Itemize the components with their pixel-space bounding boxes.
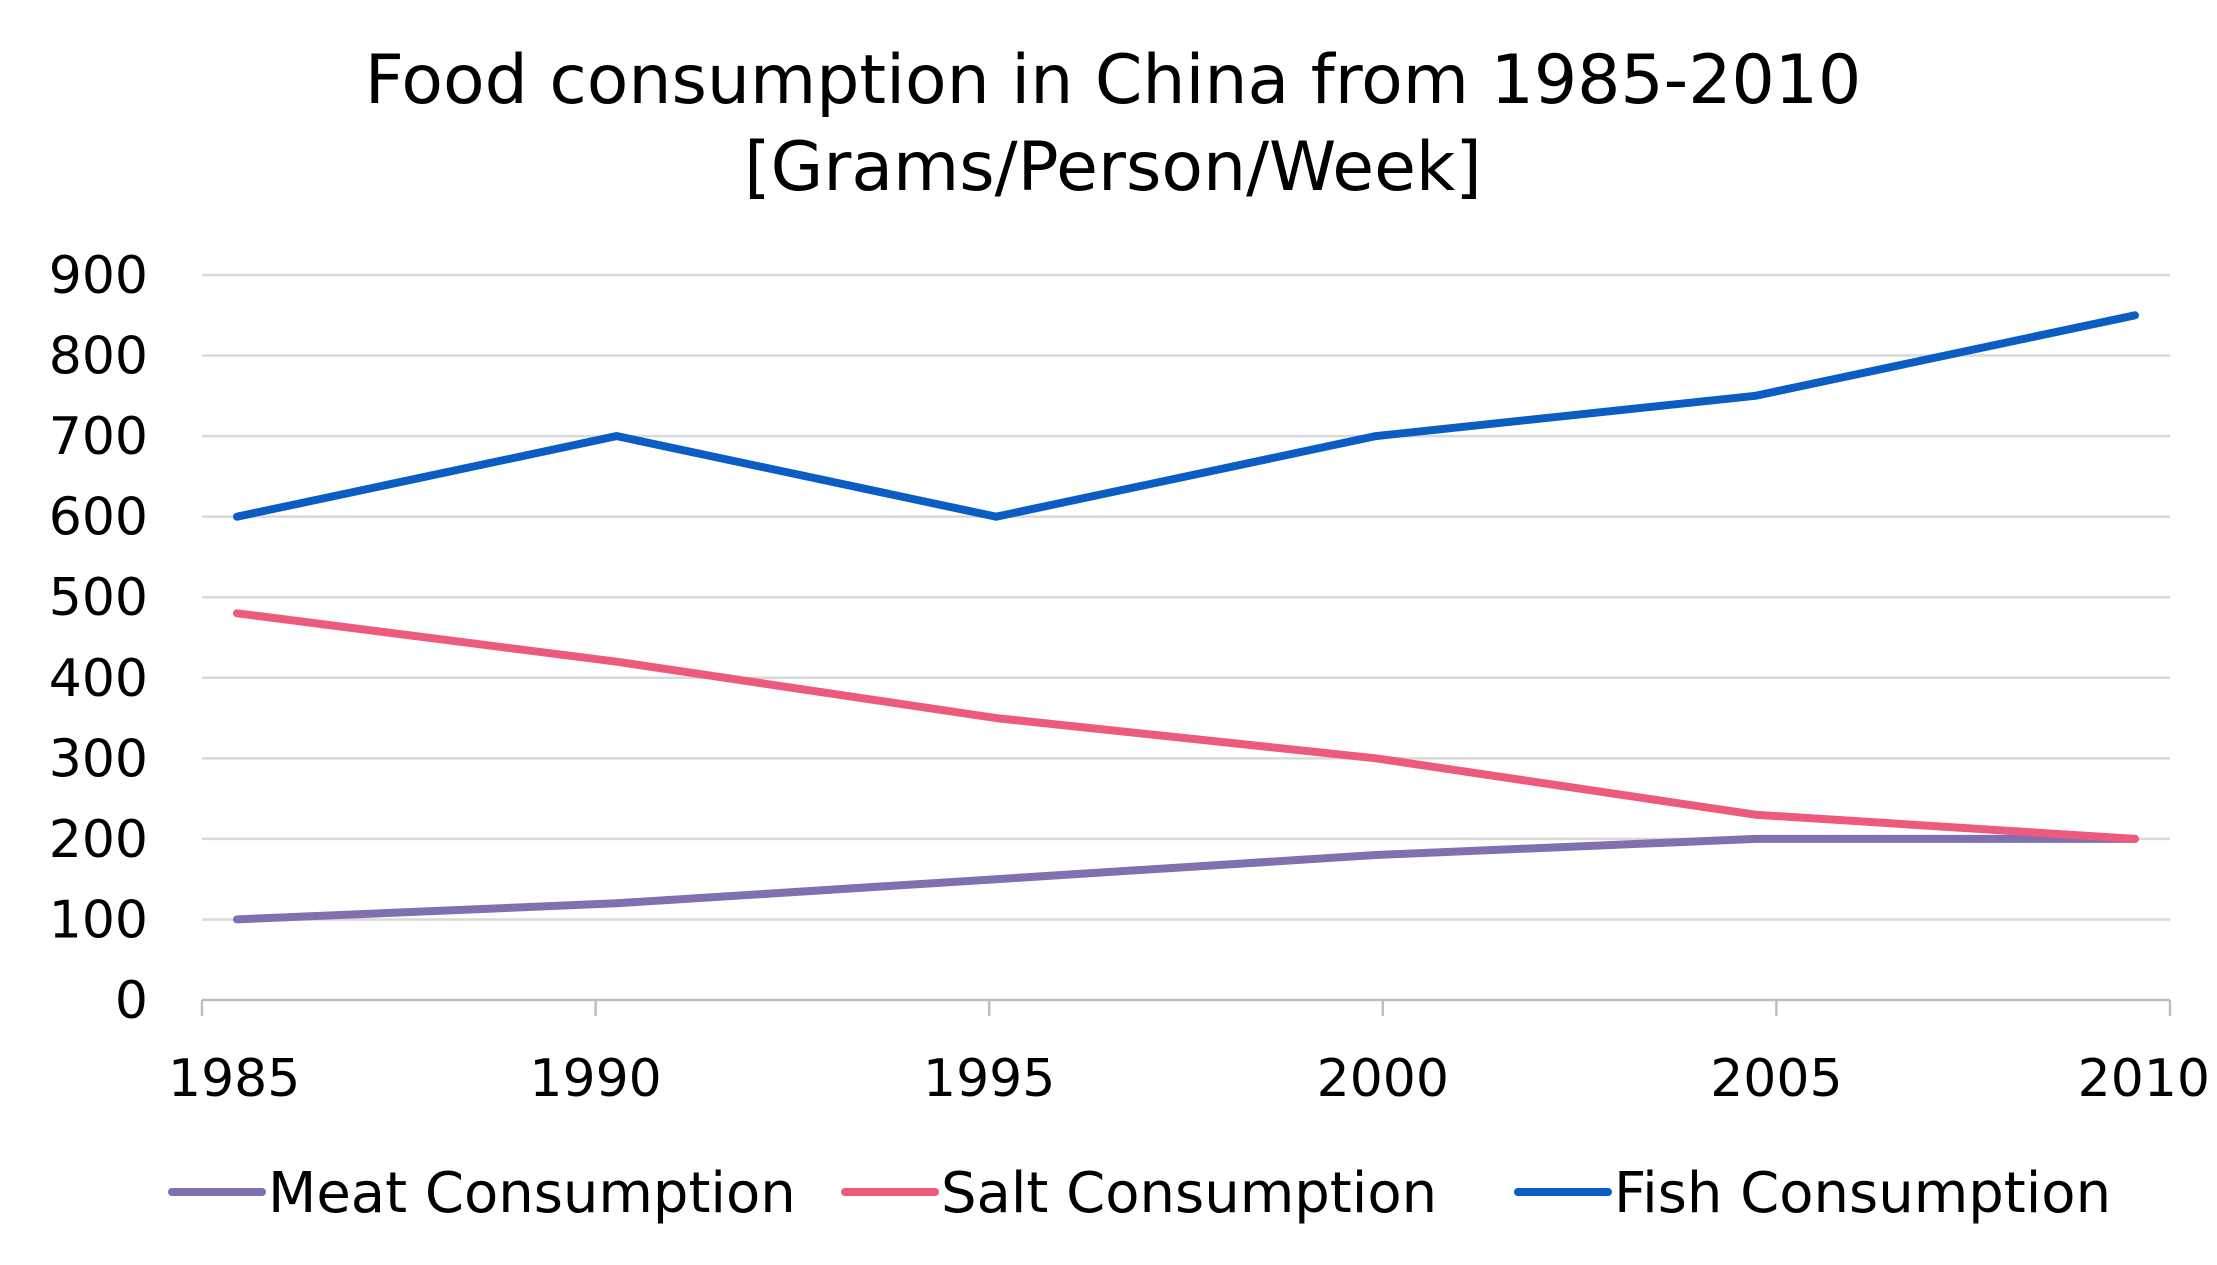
meat-consumption-line — [233, 834, 2139, 924]
legend-item-salt-consumption: Salt Consumption — [841, 1161, 1437, 1226]
y-tick-label: 300 — [49, 729, 148, 789]
x-tick-label: 2000 — [1317, 1049, 1449, 1109]
legend-label: Salt Consumption — [941, 1161, 1437, 1226]
fish-consumption-point — [2132, 312, 2138, 319]
y-axis-tick-labels: 0 100 200 300 400 500 600 700 800 900 — [49, 246, 148, 1031]
salt-consumption-point — [1372, 755, 1379, 762]
chart-title: Food consumption in China from 1985-2010 — [365, 41, 1862, 120]
salt-consumption-series — [233, 609, 2139, 843]
fish-consumption-series — [233, 311, 2139, 521]
legend-item-meat-consumption: Meat Consumption — [168, 1161, 796, 1226]
series-lines — [233, 311, 2139, 924]
legend: Meat Consumption Salt Consumption Fish Con… — [168, 1161, 2111, 1226]
x-tick-label: 1995 — [923, 1049, 1055, 1109]
x-axis-tick-labels: 1985 1990 1995 2000 2005 2010 — [168, 1049, 2210, 1109]
y-tick-label: 800 — [49, 327, 148, 387]
salt-consumption-point — [1752, 811, 1759, 818]
salt-consumption-point — [993, 715, 1000, 722]
y-tick-label: 200 — [49, 810, 148, 870]
x-tick-label: 2010 — [2078, 1049, 2210, 1109]
fish-consumption-point — [1752, 392, 1759, 399]
fish-consumption-point — [1372, 433, 1379, 440]
legend-label: Fish Consumption — [1614, 1161, 2111, 1226]
y-tick-label: 0 — [115, 971, 148, 1031]
legend-label: Meat Consumption — [268, 1161, 796, 1226]
y-tick-label: 700 — [49, 407, 148, 467]
fish-consumption-point — [993, 513, 1000, 520]
meat-consumption-point — [1752, 835, 1759, 842]
meat-consumption-point — [613, 900, 620, 907]
meat-consumption-point — [234, 916, 240, 923]
y-tick-label: 100 — [49, 890, 148, 950]
salt-consumption-line — [233, 609, 2139, 843]
x-tick-label: 1985 — [168, 1049, 300, 1109]
fish-consumption-point — [613, 433, 620, 440]
chart-subtitle: [Grams/Person/Week] — [744, 128, 1482, 207]
y-tick-label: 400 — [49, 649, 148, 709]
y-tick-label: 600 — [49, 488, 148, 548]
x-tick-label: 2005 — [1710, 1049, 1842, 1109]
fish-consumption-line — [233, 311, 2139, 521]
legend-item-fish-consumption: Fish Consumption — [1514, 1161, 2111, 1226]
fish-consumption-point — [234, 513, 240, 520]
gridlines — [202, 273, 2170, 921]
salt-consumption-point — [2132, 835, 2138, 842]
y-tick-label: 900 — [49, 246, 148, 306]
meat-consumption-series — [233, 834, 2139, 924]
salt-consumption-point — [613, 658, 620, 665]
y-tick-label: 500 — [49, 568, 148, 628]
x-tick-label: 1990 — [529, 1049, 661, 1109]
x-axis — [200, 998, 2172, 1016]
salt-consumption-point — [234, 610, 240, 617]
meat-consumption-point — [993, 876, 1000, 883]
meat-consumption-point — [1372, 852, 1379, 858]
